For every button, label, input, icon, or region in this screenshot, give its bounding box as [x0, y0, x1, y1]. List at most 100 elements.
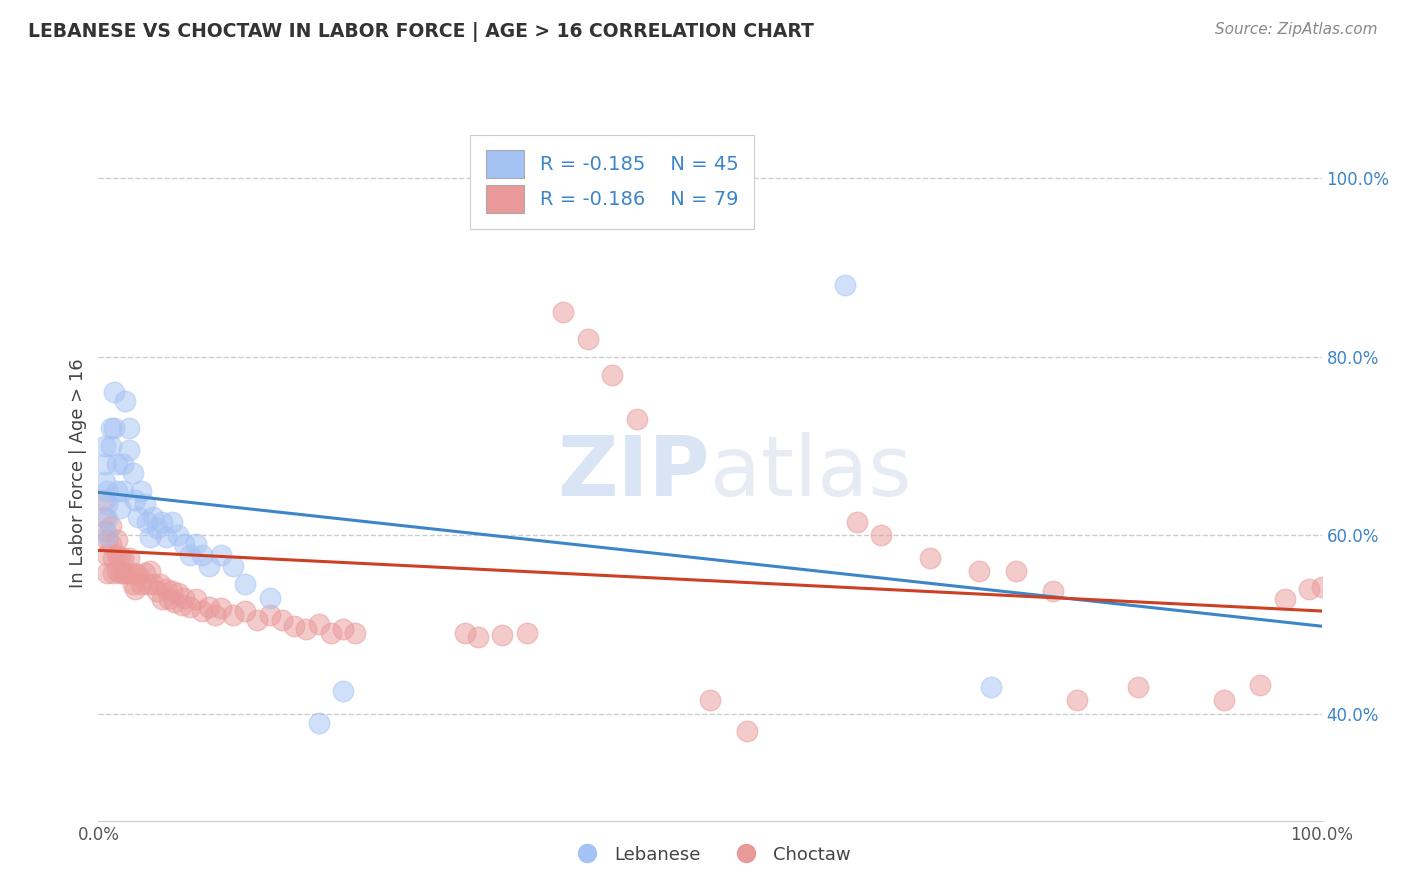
Point: [96, 548, 118, 562]
Point: [149, 577, 172, 591]
Text: LEBANESE VS CHOCTAW IN LABOR FORCE | AGE > 16 CORRELATION CHART: LEBANESE VS CHOCTAW IN LABOR FORCE | AGE…: [28, 22, 814, 42]
Point: [93, 510, 115, 524]
Point: [467, 630, 489, 644]
Point: [699, 693, 721, 707]
Point: [344, 626, 367, 640]
Point: [160, 515, 183, 529]
Point: [332, 684, 354, 698]
Point: [101, 550, 124, 565]
Point: [155, 582, 177, 596]
Point: [179, 548, 201, 562]
Point: [105, 457, 128, 471]
Point: [845, 515, 868, 529]
Point: [146, 521, 169, 535]
Point: [1042, 583, 1064, 598]
Point: [111, 483, 134, 498]
Point: [160, 583, 183, 598]
Point: [110, 550, 132, 565]
Point: [179, 599, 201, 614]
Point: [1298, 582, 1320, 596]
Point: [121, 466, 143, 480]
Point: [93, 457, 115, 471]
Point: [319, 626, 342, 640]
Point: [129, 483, 152, 498]
Point: [96, 566, 118, 580]
Point: [155, 530, 177, 544]
Point: [139, 564, 162, 578]
Point: [134, 566, 156, 580]
Point: [1212, 693, 1234, 707]
Point: [103, 385, 125, 400]
Text: ZIP: ZIP: [558, 433, 710, 513]
Point: [118, 566, 141, 580]
Point: [142, 510, 165, 524]
Point: [114, 566, 136, 580]
Point: [209, 601, 232, 615]
Point: [134, 497, 156, 511]
Point: [173, 537, 195, 551]
Point: [111, 550, 134, 565]
Point: [100, 421, 122, 435]
Point: [834, 278, 856, 293]
Point: [197, 599, 219, 614]
Point: [136, 515, 159, 529]
Point: [197, 559, 219, 574]
Point: [204, 608, 226, 623]
Point: [515, 626, 537, 640]
Point: [308, 715, 330, 730]
Point: [111, 457, 134, 471]
Point: [980, 680, 1002, 694]
Point: [118, 550, 141, 565]
Point: [129, 577, 152, 591]
Point: [1274, 592, 1296, 607]
Point: [246, 613, 269, 627]
Point: [967, 564, 990, 578]
Point: [150, 592, 173, 607]
Point: [118, 443, 141, 458]
Legend: Lebanese, Choctaw: Lebanese, Choctaw: [562, 838, 858, 871]
Point: [100, 537, 122, 551]
Point: [491, 628, 513, 642]
Point: [96, 512, 118, 526]
Point: [136, 577, 159, 591]
Point: [308, 617, 330, 632]
Point: [124, 566, 146, 580]
Point: [150, 515, 173, 529]
Point: [209, 548, 232, 562]
Point: [101, 566, 124, 580]
Point: [222, 608, 245, 623]
Point: [173, 591, 195, 605]
Point: [124, 582, 146, 596]
Point: [157, 592, 180, 607]
Point: [259, 591, 281, 605]
Point: [100, 519, 122, 533]
Point: [735, 724, 758, 739]
Point: [191, 604, 214, 618]
Point: [1128, 680, 1150, 694]
Point: [1249, 678, 1271, 692]
Point: [100, 439, 122, 453]
Y-axis label: In Labor Force | Age > 16: In Labor Force | Age > 16: [69, 358, 87, 588]
Point: [1310, 580, 1333, 594]
Point: [222, 559, 245, 574]
Point: [93, 439, 115, 453]
Point: [105, 564, 128, 578]
Point: [163, 595, 186, 609]
Point: [170, 598, 193, 612]
Text: atlas: atlas: [710, 433, 911, 513]
Point: [1004, 564, 1026, 578]
Point: [96, 528, 118, 542]
Point: [270, 613, 294, 627]
Point: [111, 566, 134, 580]
Point: [186, 592, 208, 607]
Point: [259, 608, 281, 623]
Point: [454, 626, 477, 640]
Point: [283, 619, 305, 633]
Point: [96, 483, 118, 498]
Point: [93, 492, 115, 507]
Point: [1066, 693, 1088, 707]
Text: Source: ZipAtlas.com: Source: ZipAtlas.com: [1215, 22, 1378, 37]
Point: [167, 586, 190, 600]
Point: [96, 533, 118, 547]
Point: [233, 604, 256, 618]
